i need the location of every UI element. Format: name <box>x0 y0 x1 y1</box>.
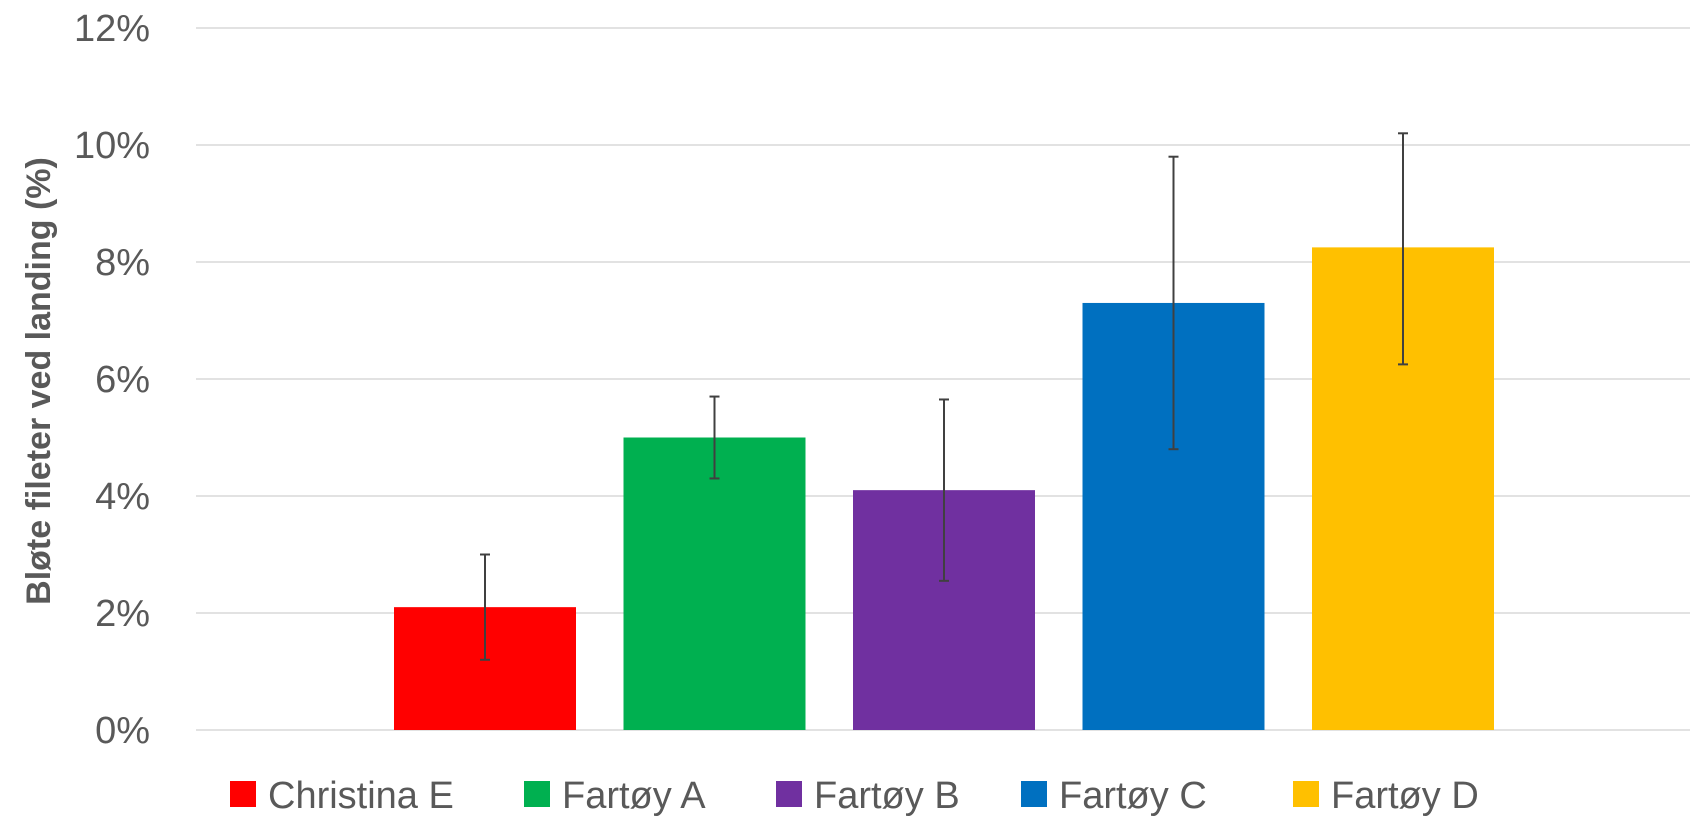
error-bar <box>1398 132 1408 366</box>
legend-label: Fartøy D <box>1331 775 1479 817</box>
legend-swatch <box>524 781 550 807</box>
bars <box>394 247 1494 730</box>
legend-item: Christina E <box>230 775 454 817</box>
legend: Christina E Fartøy A Fartøy B Fartøy C Fartø… <box>230 775 1479 817</box>
error-bar <box>480 553 490 661</box>
y-tick-label: 10% <box>74 125 150 167</box>
y-tick-label: 12% <box>74 8 150 50</box>
legend-label: Fartøy B <box>814 775 960 817</box>
legend-swatch <box>776 781 802 807</box>
bar-fart-y-a <box>623 437 806 730</box>
legend-label: Christina E <box>268 775 454 817</box>
y-tick-label: 4% <box>95 476 150 518</box>
legend-label: Fartøy C <box>1059 775 1207 817</box>
y-axis-ticks: 0% 2% 4% 6% 8% 10% 12% <box>74 8 150 752</box>
legend-item: Fartøy B <box>776 775 960 817</box>
error-bars <box>480 132 1408 661</box>
legend-label: Fartøy A <box>562 775 706 817</box>
y-axis-title: Bløte fileter ved landing (%) <box>20 157 58 605</box>
y-tick-label: 6% <box>95 359 150 401</box>
legend-item: Fartøy A <box>524 775 706 817</box>
y-tick-label: 2% <box>95 593 150 635</box>
error-bar <box>709 395 720 480</box>
legend-item: Fartøy C <box>1021 775 1207 817</box>
y-tick-label: 8% <box>95 242 150 284</box>
legend-swatch <box>230 781 256 807</box>
legend-swatch <box>1021 781 1047 807</box>
legend-item: Fartøy D <box>1293 775 1479 817</box>
error-bar <box>1168 155 1179 451</box>
error-bar <box>939 398 949 582</box>
legend-swatch <box>1293 781 1319 807</box>
y-tick-label: 0% <box>95 710 150 752</box>
